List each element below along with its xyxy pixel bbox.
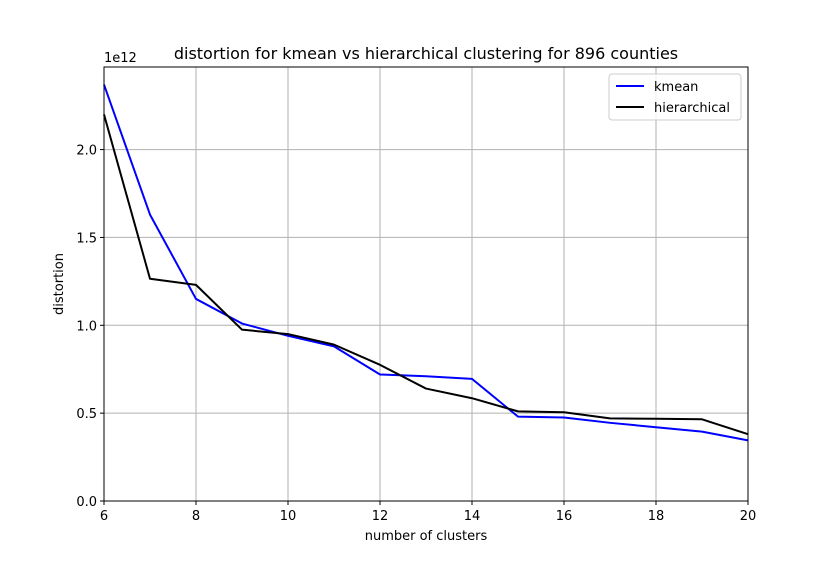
y-tick-label: 1.5	[76, 231, 97, 246]
y-axis-label: distortion	[52, 253, 67, 315]
x-tick-label: 18	[648, 509, 665, 524]
y-tick-label: 2.0	[76, 144, 97, 159]
series-lines	[103, 84, 749, 442]
legend-label-kmean: kmean	[654, 80, 698, 95]
legend: kmean hierarchical	[608, 73, 742, 121]
chart-title: distortion for kmean vs hierarchical clu…	[174, 44, 678, 63]
legend-label-hierarchical: hierarchical	[654, 101, 730, 116]
x-tick-label: 8	[192, 509, 200, 524]
y-tick-label: 1.0	[76, 319, 97, 334]
axes-frame	[103, 66, 749, 502]
kmean-line	[103, 84, 749, 442]
y-offset-label: 1e12	[104, 51, 137, 66]
y-tick-label: 0.5	[76, 407, 97, 422]
y-tick-label: 0.0	[76, 495, 97, 510]
x-tick-label: 10	[280, 509, 297, 524]
x-axis-ticks: 6 8 10 12 14 16 18 20	[100, 501, 756, 524]
x-tick-label: 20	[740, 509, 757, 524]
hierarchical-line	[103, 114, 749, 436]
x-tick-label: 14	[464, 509, 481, 524]
x-tick-label: 16	[556, 509, 573, 524]
plot-area: 6 8 10 12 14 16 18 20 0.0 0.5 1.0 1.5 2.0	[76, 66, 756, 524]
x-tick-label: 6	[100, 509, 108, 524]
axes-background	[104, 67, 748, 501]
x-tick-label: 12	[372, 509, 389, 524]
y-axis-ticks: 0.0 0.5 1.0 1.5 2.0	[76, 144, 104, 510]
x-axis-label: number of clusters	[365, 529, 488, 544]
